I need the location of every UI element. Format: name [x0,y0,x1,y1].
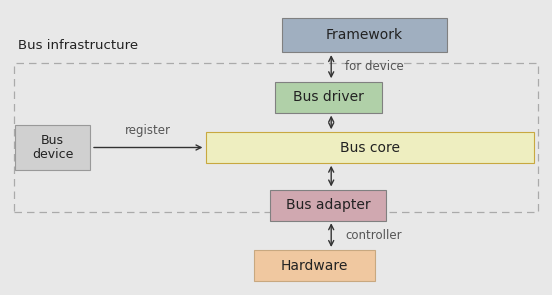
Text: controller: controller [345,229,402,242]
Bar [270,190,386,221]
Bar [254,250,375,281]
Text: Bus core: Bus core [340,140,400,155]
Text: for device: for device [345,60,404,73]
Bar [206,132,534,163]
Text: Bus
device: Bus device [32,134,73,161]
Text: Bus infrastructure: Bus infrastructure [18,39,138,52]
Text: Framework: Framework [326,28,403,42]
Bar [14,63,538,212]
Bar [15,124,89,171]
Bar [282,18,447,53]
Bar [274,82,382,113]
Text: register: register [125,124,171,137]
Text: Hardware: Hardware [281,258,348,273]
Text: Bus adapter: Bus adapter [286,198,371,212]
Text: Bus driver: Bus driver [293,90,364,104]
